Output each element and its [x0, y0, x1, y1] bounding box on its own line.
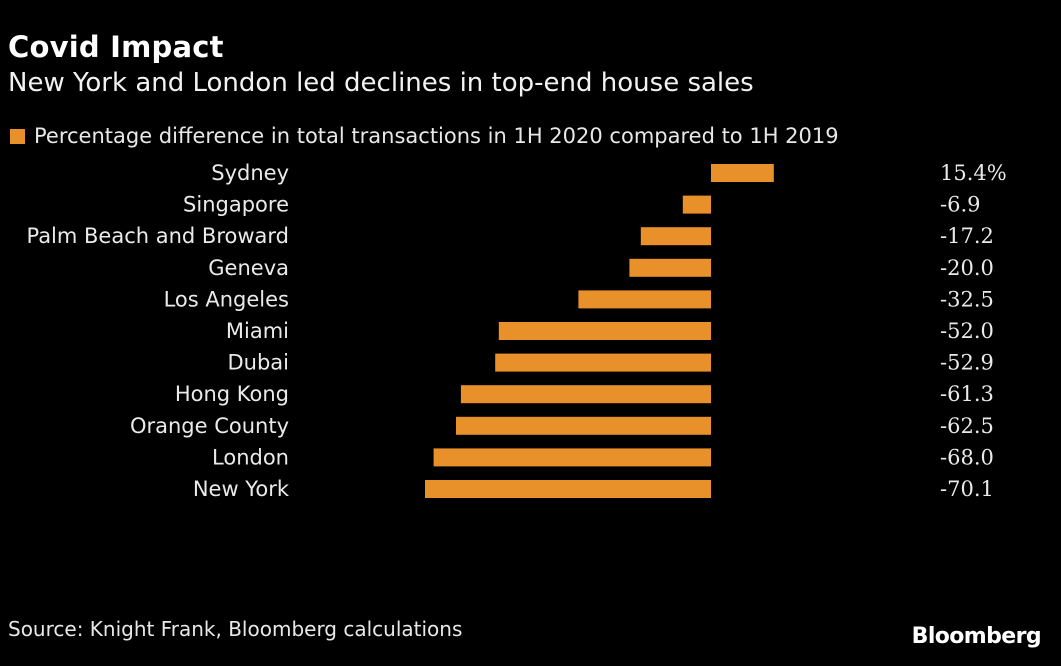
legend-swatch — [10, 128, 25, 144]
bar — [498, 322, 711, 340]
category-label: Palm Beach and Broward — [26, 224, 289, 248]
value-label: -62.5 — [940, 414, 994, 438]
chart-subtitle: New York and London led declines in top-… — [8, 68, 754, 98]
bar — [682, 195, 711, 214]
legend-label: Percentage difference in total transacti… — [34, 124, 839, 148]
bar — [460, 385, 711, 404]
category-label: Sydney — [211, 161, 289, 185]
bar — [433, 448, 711, 467]
value-label: -61.3 — [940, 382, 994, 406]
value-label: -68.0 — [940, 445, 994, 469]
category-label: London — [212, 445, 289, 469]
category-label: Hong Kong — [175, 382, 289, 406]
category-label: Singapore — [183, 193, 289, 217]
value-label: -6.9 — [940, 193, 981, 217]
value-label: 15.4% — [940, 161, 1007, 185]
bar — [711, 164, 774, 182]
value-label: -70.1 — [940, 477, 994, 501]
bloomberg-logo: Bloomberg — [911, 624, 1042, 649]
bar — [425, 480, 711, 498]
category-label: Orange County — [130, 414, 289, 438]
bar — [495, 353, 711, 372]
legend: Percentage difference in total transacti… — [10, 124, 839, 148]
category-label: Miami — [226, 319, 289, 343]
source-note: Source: Knight Frank, Bloomberg calculat… — [8, 617, 463, 641]
category-label: Los Angeles — [164, 287, 289, 311]
category-label: New York — [193, 477, 290, 501]
value-label: -20.0 — [940, 256, 994, 280]
value-label: -52.9 — [940, 351, 994, 375]
bar — [629, 258, 711, 277]
bar — [456, 416, 711, 435]
bar — [578, 290, 711, 309]
category-label: Dubai — [227, 351, 289, 375]
chart-title: Covid Impact — [8, 30, 224, 64]
bar — [640, 227, 711, 246]
bar-chart: Sydney 15.4% Singapore -6.9 Palm Beach and B… — [26, 161, 1007, 501]
value-label: -32.5 — [940, 287, 994, 311]
value-label: -52.0 — [940, 319, 994, 343]
value-label: -17.2 — [940, 224, 994, 248]
category-label: Geneva — [208, 256, 289, 280]
